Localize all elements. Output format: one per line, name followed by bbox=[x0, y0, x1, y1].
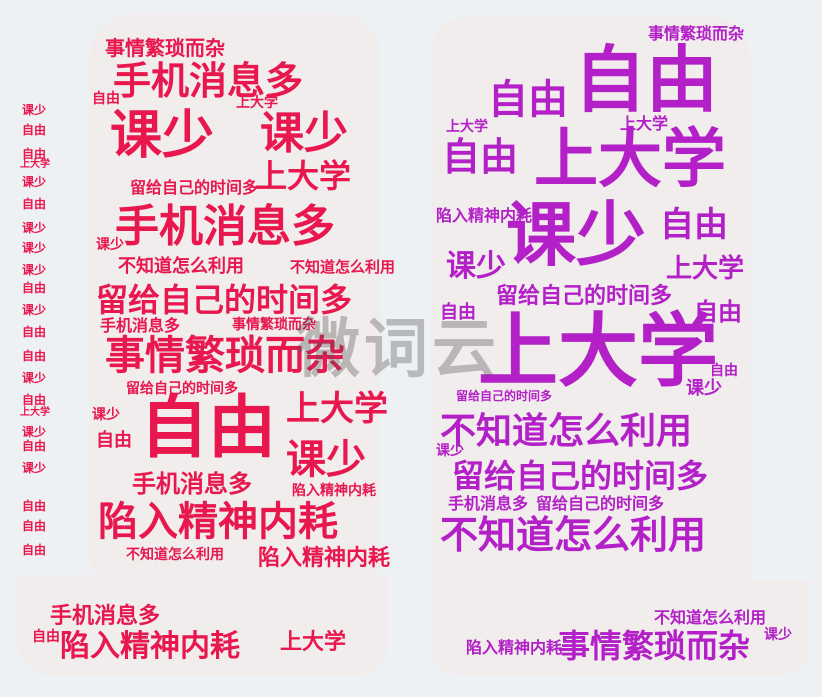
word: 课少 bbox=[22, 371, 47, 385]
word: 课少 bbox=[764, 627, 792, 643]
word: 课少 bbox=[506, 194, 646, 276]
word: 自由 bbox=[22, 147, 47, 161]
word: 上大学 bbox=[478, 305, 718, 398]
word: 自由 bbox=[22, 439, 47, 453]
word: 课少 bbox=[22, 425, 47, 439]
word: 上大学 bbox=[666, 254, 745, 284]
word: 留给自己的时间多 bbox=[130, 178, 259, 197]
word: 上大学 bbox=[20, 159, 50, 170]
word: 陷入精神内耗 bbox=[60, 629, 240, 664]
word: 课少 bbox=[96, 237, 124, 253]
word: 留给自己的时间多 bbox=[452, 457, 709, 495]
word: 自由 bbox=[694, 298, 742, 326]
left-cloud-shape bbox=[90, 14, 380, 574]
word: 课少 bbox=[22, 303, 47, 317]
word: 课少 bbox=[92, 407, 120, 423]
word: 课少 bbox=[110, 106, 215, 166]
word: 留给自己的时间多 bbox=[536, 494, 665, 513]
right-cloud-shape bbox=[430, 16, 750, 586]
word: 自由 bbox=[22, 325, 47, 339]
word: 陷入精神内耗 bbox=[292, 483, 376, 499]
word: 留给自己的时间多 bbox=[496, 284, 673, 309]
word: 不知道怎么利用 bbox=[440, 513, 707, 557]
right-bottom-shape bbox=[430, 580, 810, 675]
word: 课少 bbox=[22, 175, 47, 189]
left-bottom-shape bbox=[18, 575, 388, 675]
word: 不知道怎么利用 bbox=[118, 256, 244, 277]
word: 自由 bbox=[22, 393, 47, 407]
word: 不知道怎么利用 bbox=[126, 547, 224, 563]
word: 上大学 bbox=[534, 123, 726, 197]
word: 自由 bbox=[488, 77, 568, 123]
word: 自由 bbox=[32, 629, 60, 645]
word: 上大学 bbox=[236, 95, 278, 111]
word: 自由 bbox=[660, 205, 728, 245]
word: 自由 bbox=[140, 389, 277, 468]
word: 课少 bbox=[22, 221, 47, 235]
word: 不知道怎么利用 bbox=[290, 258, 396, 276]
word: 手机消息多 bbox=[115, 201, 335, 252]
word: 自由 bbox=[22, 499, 47, 513]
word: 课少 bbox=[686, 378, 722, 399]
word: 课少 bbox=[22, 263, 47, 277]
word: 手机消息多 bbox=[113, 59, 304, 103]
word: 上大学 bbox=[20, 407, 50, 418]
word: 陷入精神内耗 bbox=[436, 206, 533, 225]
word: 手机消息多 bbox=[448, 494, 529, 513]
word: 自由 bbox=[574, 38, 719, 122]
word: 课少 bbox=[260, 108, 348, 159]
word: 上大学 bbox=[280, 630, 347, 655]
word: 自由 bbox=[710, 363, 738, 379]
word: 手机消息多 bbox=[100, 316, 181, 335]
word: 课少 bbox=[446, 249, 506, 284]
word: 事情繁琐而杂 bbox=[105, 333, 345, 379]
word: 课少 bbox=[286, 437, 366, 483]
word: 手机消息多 bbox=[132, 470, 252, 498]
word: 课少 bbox=[22, 461, 47, 475]
word: 自由 bbox=[96, 430, 132, 451]
word: 自由 bbox=[22, 349, 47, 363]
word: 事情繁琐而杂 bbox=[105, 36, 225, 60]
word: 留给自己的时间多 bbox=[456, 389, 553, 403]
word: 课少 bbox=[22, 241, 47, 255]
word: 自由 bbox=[22, 519, 47, 533]
word: 事情繁琐而杂 bbox=[232, 317, 316, 333]
word: 陷入精神内耗 bbox=[98, 499, 338, 545]
word: 自由 bbox=[22, 543, 47, 557]
word: 事情繁琐而杂 bbox=[648, 24, 745, 43]
word: 不知道怎么利用 bbox=[440, 411, 693, 452]
word: 事情繁琐而杂 bbox=[558, 627, 751, 665]
word: 不知道怎么利用 bbox=[654, 608, 767, 627]
word: 留给自己的时间多 bbox=[96, 281, 353, 319]
word: 课少 bbox=[22, 103, 47, 117]
word: 陷入精神内耗 bbox=[466, 638, 563, 657]
word: 自由 bbox=[22, 281, 47, 295]
word: 上大学 bbox=[286, 389, 388, 429]
word: 自由 bbox=[442, 135, 519, 179]
word: 自由 bbox=[22, 123, 47, 137]
word: 上大学 bbox=[620, 114, 669, 133]
word: 陷入精神内耗 bbox=[258, 546, 391, 571]
word: 自由 bbox=[92, 91, 120, 107]
word: 上大学 bbox=[255, 157, 352, 195]
word: 课少 bbox=[436, 443, 464, 459]
word: 自由 bbox=[440, 302, 476, 323]
word: 留给自己的时间多 bbox=[126, 381, 238, 397]
watermark: 微词云 bbox=[296, 313, 500, 387]
word: 手机消息多 bbox=[50, 604, 161, 629]
word: 上大学 bbox=[446, 119, 488, 135]
word: 自由 bbox=[22, 197, 47, 211]
